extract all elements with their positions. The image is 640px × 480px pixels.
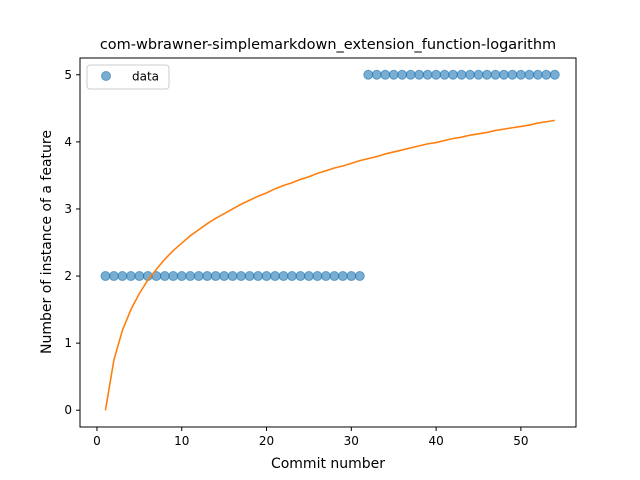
data-point bbox=[346, 271, 357, 282]
data-point bbox=[108, 271, 119, 282]
data-point bbox=[397, 69, 408, 80]
legend-marker-data bbox=[101, 71, 111, 81]
data-point bbox=[439, 69, 450, 80]
data-point bbox=[168, 271, 179, 282]
data-point bbox=[219, 271, 230, 282]
data-point bbox=[278, 271, 289, 282]
data-point bbox=[159, 271, 170, 282]
y-tick-label: 3 bbox=[64, 202, 72, 216]
data-point bbox=[498, 69, 509, 80]
data-point bbox=[312, 271, 323, 282]
data-point bbox=[320, 271, 331, 282]
data-point bbox=[490, 69, 501, 80]
data-point bbox=[541, 69, 552, 80]
data-point bbox=[380, 69, 391, 80]
data-point bbox=[549, 69, 560, 80]
legend: data bbox=[86, 64, 170, 90]
data-point bbox=[125, 271, 136, 282]
legend-label-data: data bbox=[132, 70, 159, 84]
data-point bbox=[388, 69, 399, 80]
data-point bbox=[295, 271, 306, 282]
data-point bbox=[253, 271, 264, 282]
x-tick-label: 40 bbox=[428, 434, 443, 448]
data-point bbox=[236, 271, 247, 282]
data-point bbox=[431, 69, 442, 80]
data-point bbox=[210, 271, 221, 282]
data-point bbox=[414, 69, 425, 80]
data-point bbox=[481, 69, 492, 80]
y-tick-label: 5 bbox=[64, 68, 72, 82]
data-point bbox=[176, 271, 187, 282]
data-point bbox=[185, 271, 196, 282]
data-point bbox=[227, 271, 238, 282]
data-point bbox=[363, 69, 374, 80]
y-axis-label: Number of instance of a feature bbox=[39, 130, 55, 354]
plot-frame bbox=[79, 57, 577, 428]
data-point bbox=[270, 271, 281, 282]
y-tick-label: 1 bbox=[64, 336, 72, 350]
data-point bbox=[448, 69, 459, 80]
data-point bbox=[465, 69, 476, 80]
x-tick-label: 30 bbox=[344, 434, 359, 448]
data-point bbox=[371, 69, 382, 80]
data-point bbox=[473, 69, 484, 80]
data-point bbox=[193, 271, 204, 282]
x-tick-label: 0 bbox=[93, 434, 101, 448]
data-point bbox=[286, 271, 297, 282]
data-point bbox=[532, 69, 543, 80]
y-tick-label: 2 bbox=[64, 269, 72, 283]
data-point bbox=[303, 271, 314, 282]
data-point bbox=[456, 69, 467, 80]
x-tick-label: 50 bbox=[513, 434, 528, 448]
data-point bbox=[354, 271, 365, 282]
legend-box bbox=[86, 64, 170, 90]
data-point bbox=[329, 271, 340, 282]
data-point bbox=[244, 271, 255, 282]
x-tick-label: 10 bbox=[174, 434, 189, 448]
y-tick-label: 4 bbox=[64, 135, 72, 149]
data-point bbox=[100, 271, 111, 282]
chart-title: com-wbrawner-simplemarkdown_extension_fu… bbox=[100, 37, 556, 53]
data-point bbox=[422, 69, 433, 80]
data-point bbox=[134, 271, 145, 282]
data-point bbox=[337, 271, 348, 282]
data-point bbox=[117, 271, 128, 282]
data-point bbox=[202, 271, 213, 282]
y-tick-label: 0 bbox=[64, 403, 72, 417]
series-line-fit bbox=[104, 119, 555, 411]
x-tick-label: 20 bbox=[259, 434, 274, 448]
data-point bbox=[515, 69, 526, 80]
data-point bbox=[405, 69, 416, 80]
data-point bbox=[524, 69, 535, 80]
data-point bbox=[261, 271, 272, 282]
x-axis-label: Commit number bbox=[271, 456, 385, 472]
data-point bbox=[507, 69, 518, 80]
